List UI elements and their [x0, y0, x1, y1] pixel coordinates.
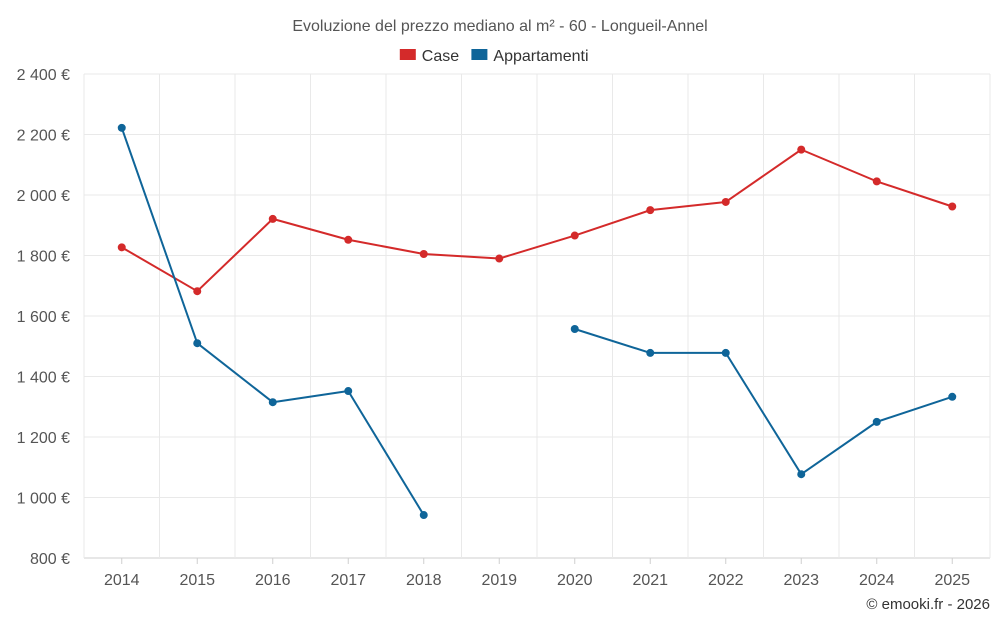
legend-swatch [399, 49, 416, 60]
x-tick-label: 2019 [481, 572, 517, 589]
x-tick-label: 2023 [783, 572, 819, 589]
data-point [344, 235, 353, 244]
y-tick-label: 1 200 € [17, 430, 70, 447]
data-point [117, 123, 126, 132]
data-point [948, 392, 957, 401]
data-point [646, 206, 655, 215]
x-tick-label: 2022 [708, 572, 744, 589]
credit-text: © emooki.fr - 2026 [866, 596, 990, 613]
x-tick-label: 2016 [255, 572, 291, 589]
x-tick-label: 2018 [406, 572, 442, 589]
y-tick-label: 2 200 € [17, 128, 70, 145]
data-point [797, 145, 806, 154]
y-tick-label: 1 400 € [17, 370, 70, 387]
data-point [721, 197, 730, 206]
x-tick-label: 2015 [179, 572, 215, 589]
data-point [797, 470, 806, 479]
y-tick-label: 2 400 € [17, 67, 70, 84]
x-tick-label: 2024 [859, 572, 895, 589]
chart-title: Evoluzione del prezzo mediano al m² - 60… [292, 18, 707, 35]
data-point [948, 202, 957, 211]
data-point [872, 177, 881, 186]
x-tick-label: 2021 [632, 572, 668, 589]
data-point [570, 325, 579, 334]
data-point [721, 348, 730, 357]
legend: Case Appartamenti [399, 48, 589, 65]
data-point [117, 243, 126, 252]
x-tick-label: 2020 [557, 572, 593, 589]
data-point [570, 231, 579, 240]
data-point [419, 249, 428, 258]
data-point [268, 398, 277, 407]
y-tick-label: 800 € [30, 551, 70, 568]
data-point [344, 387, 353, 396]
legend-label: Case [422, 48, 459, 65]
data-point [419, 511, 428, 520]
legend-label: Appartamenti [493, 48, 588, 65]
data-point [268, 214, 277, 223]
y-axis: 800 € 1 000 € 1 200 € 1 400 € 1 600 € 1 800 €… [17, 67, 70, 568]
series-line [120, 127, 425, 516]
y-tick-label: 1 000 € [17, 491, 70, 508]
y-tick-label: 2 000 € [17, 188, 70, 205]
grid [83, 73, 991, 559]
y-tick-label: 1 600 € [17, 309, 70, 326]
series-case [117, 145, 957, 296]
data-point [646, 348, 655, 357]
data-point [872, 417, 881, 426]
series-line [121, 148, 953, 293]
x-tick-label: 2014 [104, 572, 140, 589]
legend-swatch [471, 49, 488, 60]
x-tick-label: 2025 [934, 572, 970, 589]
series-appartamenti [117, 123, 957, 520]
y-tick-label: 1 800 € [17, 249, 70, 266]
data-point [193, 287, 202, 296]
series [117, 123, 957, 520]
x-tick-label: 2017 [330, 572, 366, 589]
x-axis: 2014 2015 2016 2017 2018 2019 2020 2021 2022 2023… [104, 558, 970, 589]
data-point [495, 254, 504, 263]
data-point [193, 339, 202, 348]
series-line [574, 328, 953, 476]
